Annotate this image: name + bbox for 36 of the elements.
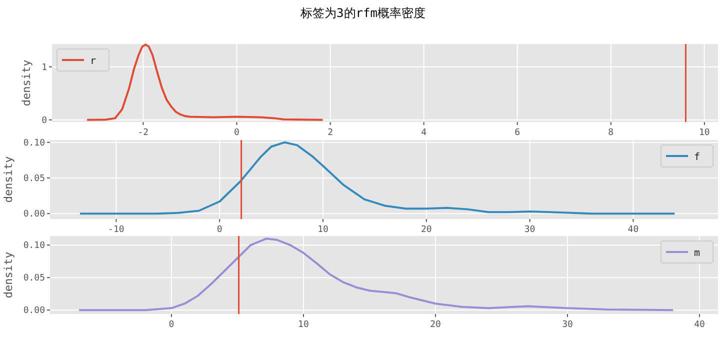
chart-title: 标签为3的rfm概率密度 xyxy=(300,6,426,20)
y-tick-label: 1 xyxy=(42,62,47,73)
line-series xyxy=(78,141,676,215)
y-axis-title: density xyxy=(20,59,33,106)
y-tick-label: 0 xyxy=(42,116,47,126)
x-tick-label: 8 xyxy=(608,128,614,138)
x-tick-label: 0 xyxy=(234,128,240,138)
x-tick-label: 2 xyxy=(328,128,333,138)
line-series xyxy=(78,238,674,312)
y-tick-label: 0.00 xyxy=(23,306,45,316)
legend-label: f xyxy=(694,152,700,163)
x-tick-label: 0 xyxy=(168,320,174,330)
x-tick-label: -2 xyxy=(138,128,149,138)
x-tick-label: 4 xyxy=(421,128,427,138)
x-tick-label: 30 xyxy=(524,225,536,235)
y-tick-label: 0.10 xyxy=(23,138,45,148)
x-tick-label: 10 xyxy=(318,225,328,235)
x-tick-label: 10 xyxy=(298,320,309,330)
x-tick-label: 20 xyxy=(420,225,432,235)
x-tick-label: 30 xyxy=(562,320,573,330)
y-tick-label: 0.00 xyxy=(23,210,45,220)
y-axis-title: density xyxy=(2,156,15,203)
y-axis-title: density xyxy=(2,251,15,298)
x-tick-label: 40 xyxy=(628,225,639,235)
x-tick-label: 6 xyxy=(514,128,520,138)
legend-label: r xyxy=(90,56,96,67)
x-tick-label: -10 xyxy=(108,225,124,235)
x-tick-label: 10 xyxy=(699,128,710,138)
x-tick-label: 20 xyxy=(430,320,441,330)
x-tick-label: 0 xyxy=(216,225,222,235)
y-tick-label: 0.05 xyxy=(23,174,45,184)
y-tick-label: 0.05 xyxy=(23,274,45,284)
legend-label: m xyxy=(694,248,700,259)
y-tick-label: 0.10 xyxy=(23,241,45,252)
line-series xyxy=(86,44,324,121)
x-tick-label: 40 xyxy=(694,320,705,330)
